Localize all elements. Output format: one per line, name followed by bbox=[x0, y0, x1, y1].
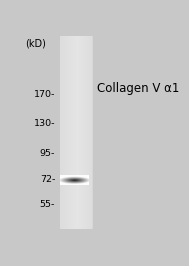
Text: 72-: 72- bbox=[40, 175, 55, 184]
Text: 170-: 170- bbox=[34, 90, 55, 99]
Text: 130-: 130- bbox=[34, 119, 55, 128]
Text: (kD): (kD) bbox=[25, 39, 46, 48]
Bar bbox=[60, 36, 92, 228]
Text: Collagen V α1: Collagen V α1 bbox=[97, 82, 179, 95]
Text: 95-: 95- bbox=[40, 149, 55, 158]
Text: 55-: 55- bbox=[40, 201, 55, 210]
